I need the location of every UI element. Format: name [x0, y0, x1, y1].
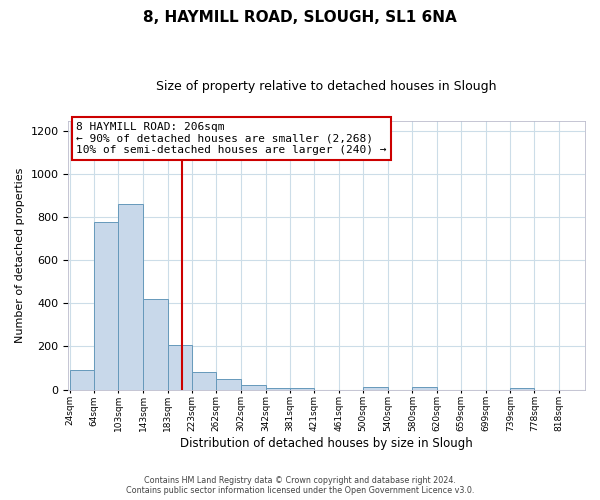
Bar	[193, 372, 217, 390]
Bar	[511, 388, 535, 390]
Y-axis label: Number of detached properties: Number of detached properties	[15, 168, 25, 342]
Bar	[290, 388, 314, 390]
Bar	[412, 388, 437, 390]
Bar	[217, 379, 241, 390]
Bar	[94, 222, 118, 390]
Text: 8, HAYMILL ROAD, SLOUGH, SL1 6NA: 8, HAYMILL ROAD, SLOUGH, SL1 6NA	[143, 10, 457, 25]
Bar	[118, 204, 143, 390]
X-axis label: Distribution of detached houses by size in Slough: Distribution of detached houses by size …	[181, 437, 473, 450]
Bar	[241, 385, 266, 390]
Text: 8 HAYMILL ROAD: 206sqm
← 90% of detached houses are smaller (2,268)
10% of semi-: 8 HAYMILL ROAD: 206sqm ← 90% of detached…	[76, 122, 386, 155]
Bar	[167, 346, 193, 390]
Bar	[266, 388, 290, 390]
Title: Size of property relative to detached houses in Slough: Size of property relative to detached ho…	[157, 80, 497, 93]
Bar	[143, 299, 167, 390]
Text: Contains HM Land Registry data © Crown copyright and database right 2024.
Contai: Contains HM Land Registry data © Crown c…	[126, 476, 474, 495]
Bar	[70, 370, 94, 390]
Bar	[363, 388, 388, 390]
